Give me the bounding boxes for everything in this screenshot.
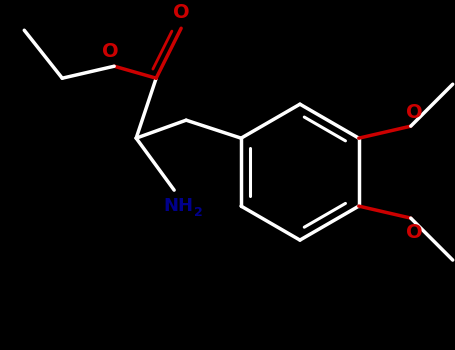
Text: O: O [406, 103, 423, 122]
Text: 2: 2 [194, 205, 202, 219]
Text: NH: NH [163, 197, 193, 215]
Text: O: O [173, 3, 189, 22]
Text: O: O [102, 42, 118, 61]
Text: O: O [406, 223, 423, 241]
